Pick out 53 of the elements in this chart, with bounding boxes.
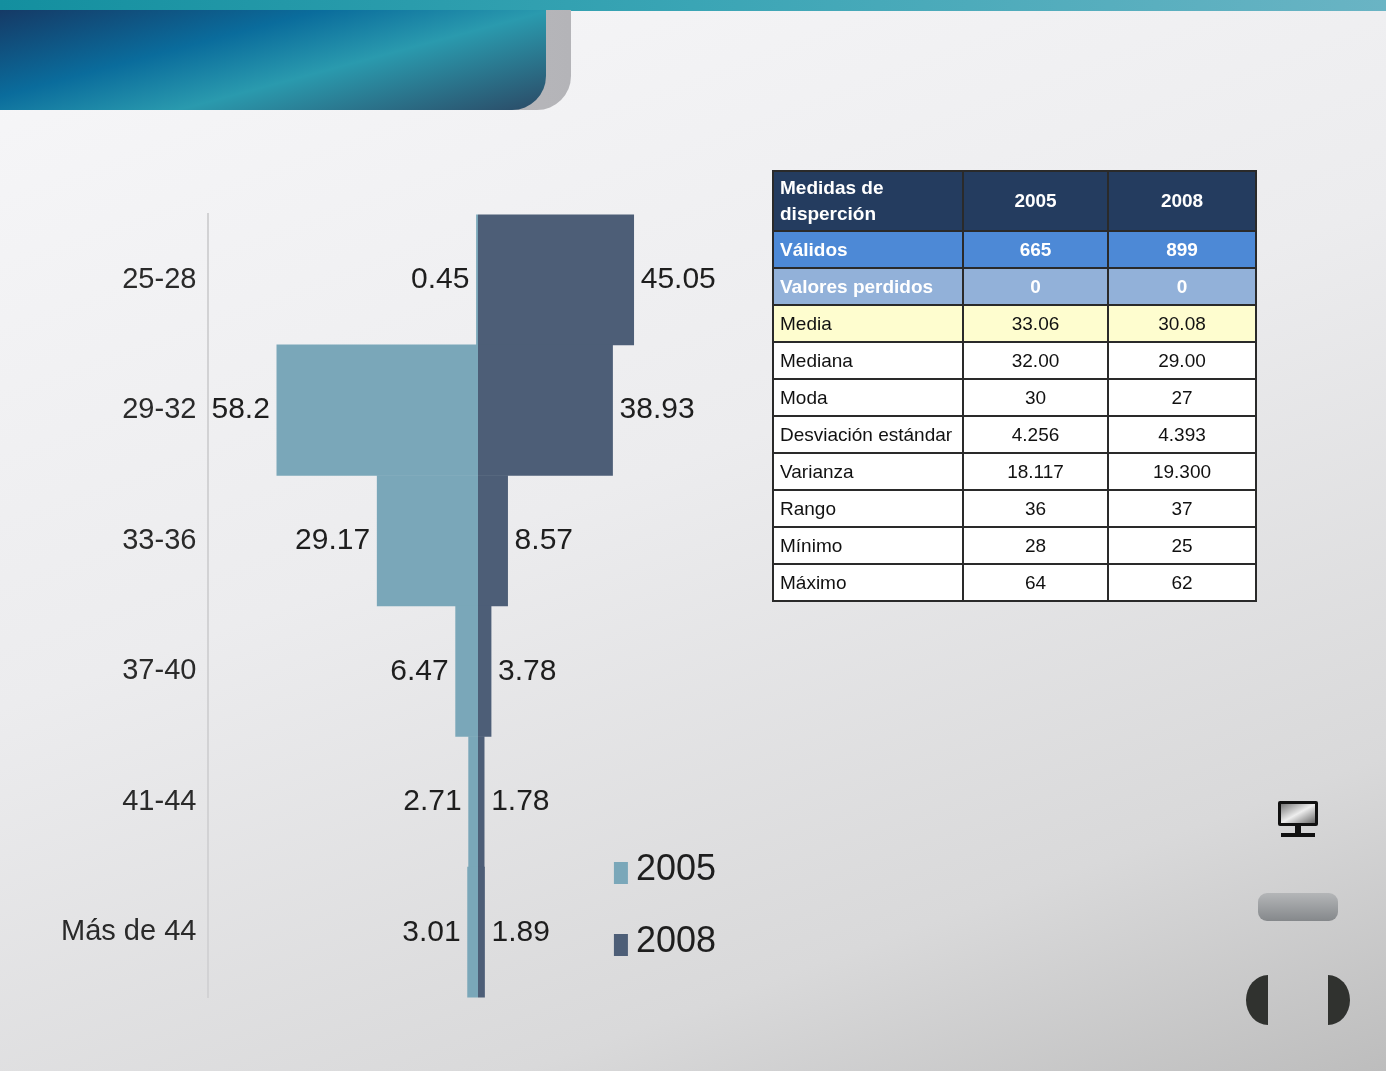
y-tick-label: Más de 44 (60, 914, 197, 947)
category-label: Desviación estándar (780, 423, 953, 445)
text: 0 (1176, 275, 1188, 297)
text: 899 (1166, 238, 1198, 260)
category-label: Varianza (780, 460, 854, 482)
category-label: Mínimo (780, 534, 843, 556)
text: 18.117 (1007, 460, 1064, 482)
text: 62 (1171, 571, 1193, 593)
category-label: Máximo (780, 571, 847, 593)
legend-label: 2008 (635, 918, 717, 960)
data-label: 2.71 (403, 783, 462, 817)
y-tick-label: 41-44 (122, 783, 197, 816)
text: 30 (1024, 386, 1047, 408)
category-label: Valores perdidos (780, 275, 934, 297)
y-tick-label: 37-40 (122, 653, 197, 686)
text: 25 (1171, 534, 1193, 556)
text: 33.06 (1011, 312, 1060, 334)
text: 64 (1024, 571, 1047, 593)
category-label: Rango (780, 497, 836, 519)
data-label: 3.78 (498, 652, 557, 686)
data-label: 8.57 (514, 522, 574, 555)
text: 30.08 (1158, 312, 1206, 334)
y-tick-label: 25-28 (122, 261, 197, 294)
text: 4.393 (1158, 423, 1206, 445)
category-label: 2005 (963, 171, 1109, 231)
data-label: 0.45 (411, 260, 470, 294)
legend-label: 2005 (635, 846, 717, 888)
category-label: Moda (780, 386, 828, 408)
text: 28 (1024, 534, 1047, 556)
data-label: 58.2 (211, 391, 270, 425)
text: Medidas de disperción (773, 171, 963, 231)
data-label: 6.47 (390, 652, 449, 686)
data-label: 38.93 (619, 391, 695, 425)
y-tick-label: 33-36 (122, 522, 197, 555)
text: 19.300 (1152, 460, 1212, 482)
data-label: 45.05 (640, 260, 716, 294)
text: 37 (1171, 497, 1193, 519)
data-label: 29.17 (295, 522, 371, 555)
text: 32.00 (1011, 349, 1060, 371)
category-label: Mediana (780, 349, 853, 371)
text: 27 (1171, 386, 1193, 408)
category-label: 2008 (1108, 171, 1256, 231)
data-label: 1.89 (491, 913, 550, 947)
category-label: Válidos (780, 238, 848, 260)
text: 665 (1019, 238, 1052, 260)
text: 36 (1024, 497, 1047, 519)
y-tick-label: 29-32 (122, 392, 197, 425)
text: 29.00 (1158, 349, 1206, 371)
data-label: 3.01 (402, 913, 461, 947)
data-label: 1.78 (491, 783, 550, 817)
text: 0 (1030, 275, 1041, 297)
category-label: Media (780, 312, 832, 334)
text: 4.256 (1011, 423, 1060, 445)
